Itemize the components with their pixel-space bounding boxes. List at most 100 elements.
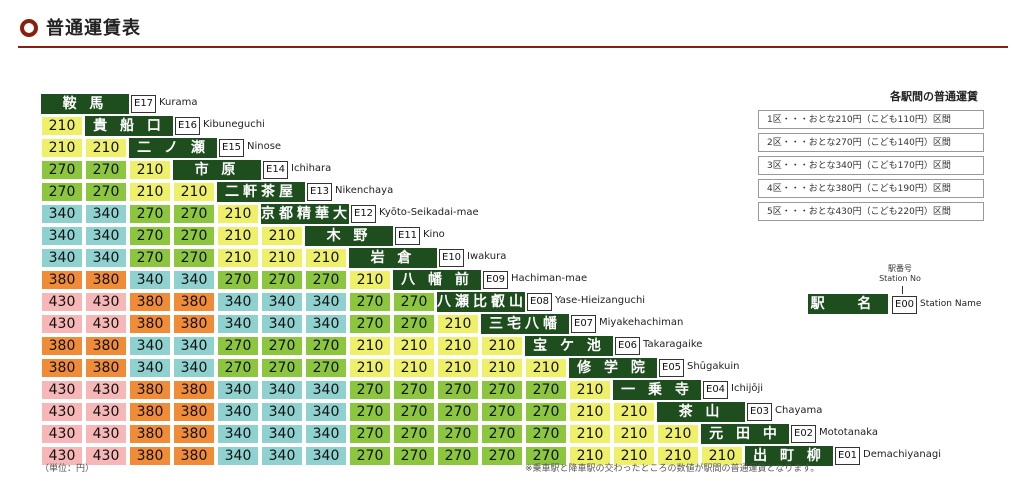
fare-cell: 270 [305,270,347,290]
station-code-e15: E15 [219,139,245,157]
fare-cell: 380 [173,446,215,466]
station-romaji-e07: Miyakehachiman [599,317,684,328]
unit-label: （単位：円） [40,464,95,474]
fare-cell: 340 [305,424,347,444]
fare-cell: 380 [41,270,83,290]
fare-cell: 340 [217,424,259,444]
legend-title: 各駅間の普通運賃 [890,90,978,103]
fare-cell: 270 [305,358,347,378]
fare-cell: 270 [481,424,523,444]
fare-cell: 210 [261,226,303,246]
footnote: ※乗車駅と降車駅の交わったところの数値が駅間の普通運賃となります。 [525,464,820,474]
fare-cell: 210 [613,446,655,466]
fare-cell: 270 [173,226,215,246]
station-name-e09: 八 幡 前 [393,270,481,290]
station-romaji-e11: Kino [423,229,445,240]
station-code-e09: E09 [483,271,509,289]
station-code-e10: E10 [439,249,465,267]
station-name-e07: 三宅八幡 [481,314,569,334]
station-name-e13: 二軒茶屋 [217,182,305,202]
fare-cell: 270 [349,402,391,422]
fare-cell: 270 [525,446,567,466]
key-code-box: E00 [892,296,918,314]
fare-cell: 380 [129,424,171,444]
fare-cell: 340 [129,270,171,290]
station-name-e16: 貴 船 口 [85,116,173,136]
fare-cell: 340 [85,226,127,246]
fare-cell: 340 [173,336,215,356]
fare-cell: 340 [173,270,215,290]
fare-cell: 270 [525,402,567,422]
fare-cell: 430 [85,380,127,400]
fare-cell: 210 [437,358,479,378]
station-name-e06: 宝 ケ 池 [525,336,613,356]
fare-cell: 210 [261,248,303,268]
fare-cell: 340 [305,292,347,312]
station-code-e12: E12 [351,205,377,223]
fare-cell: 340 [305,380,347,400]
station-name-e17: 鞍 馬 [41,94,129,114]
fare-cell: 270 [173,204,215,224]
station-code-e16: E16 [175,117,201,135]
fare-cell: 430 [41,446,83,466]
fare-cell: 340 [305,314,347,334]
station-code-e06: E06 [615,337,641,355]
fare-cell: 270 [437,424,479,444]
fare-cell: 380 [173,314,215,334]
fare-cell: 430 [85,314,127,334]
station-romaji-e10: Iwakura [467,251,507,262]
station-name-e11: 木 野 [305,226,393,246]
fare-cell: 270 [217,270,259,290]
header-rule [18,46,1008,48]
fare-cell: 340 [41,226,83,246]
fare-cell: 340 [217,402,259,422]
fare-cell: 340 [129,358,171,378]
station-code-e02: E02 [791,425,817,443]
fare-cell: 380 [129,402,171,422]
key-station-name-box: 駅 名 [808,294,888,314]
station-romaji-e08: Yase-Hieizanguchi [555,295,646,306]
fare-cell: 340 [85,204,127,224]
page-title: 普通運賃表 [46,18,141,39]
station-code-e13: E13 [307,183,333,201]
fare-cell: 270 [129,226,171,246]
fare-cell: 340 [129,336,171,356]
fare-cell: 270 [129,204,171,224]
station-code-e04: E04 [703,381,729,399]
station-romaji-e05: Shūgakuin [687,361,740,372]
station-name-e08: 八瀬比叡山口 [437,292,525,312]
fare-cell: 380 [173,292,215,312]
fare-cell: 270 [217,358,259,378]
fare-cell: 210 [613,424,655,444]
fare-cell: 430 [41,380,83,400]
fare-cell: 380 [41,358,83,378]
station-romaji-e04: Ichijōji [731,383,764,394]
fare-cell: 270 [129,248,171,268]
fare-cell: 430 [41,402,83,422]
fare-cell: 380 [173,424,215,444]
fare-cell: 270 [217,336,259,356]
fare-cell: 430 [85,292,127,312]
fare-cell: 210 [41,138,83,158]
fare-cell: 270 [349,292,391,312]
station-code-e05: E05 [659,359,685,377]
fare-cell: 380 [85,358,127,378]
fare-cell: 210 [569,380,611,400]
fare-cell: 340 [41,204,83,224]
fare-cell: 380 [129,314,171,334]
station-name-e03: 茶 山 [657,402,745,422]
station-code-e07: E07 [571,315,597,333]
key-number-en: Station No [879,274,921,283]
fare-cell: 270 [393,292,435,312]
fare-cell: 210 [569,402,611,422]
fare-cell: 340 [217,314,259,334]
legend-item-zone-2: 2区・・・おとな270円（こども140円）区間 [758,133,984,152]
fare-cell: 340 [217,380,259,400]
fare-cell: 430 [41,424,83,444]
fare-cell: 270 [173,248,215,268]
fare-cell: 210 [349,358,391,378]
fare-cell: 270 [261,336,303,356]
fare-cell: 210 [657,446,699,466]
fare-cell: 270 [393,380,435,400]
legend-item-zone-3: 3区・・・おとな340円（こども170円）区間 [758,156,984,175]
